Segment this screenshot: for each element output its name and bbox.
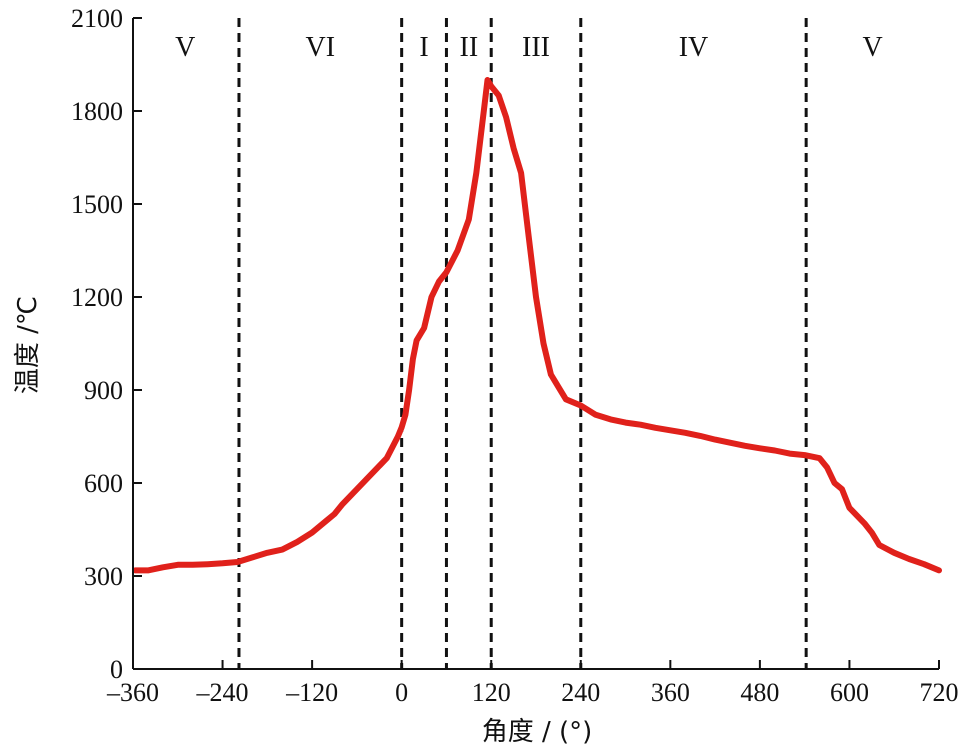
region-label: VI xyxy=(306,32,336,63)
region-label: V xyxy=(175,32,195,63)
boundaries-layer xyxy=(237,18,808,669)
region-label: V xyxy=(862,32,882,63)
region-label: III xyxy=(522,32,550,63)
x-axis-title: 角度 / (°) xyxy=(482,717,593,747)
region-label: I xyxy=(419,32,428,63)
y-tick-label: 300 xyxy=(84,562,123,591)
x-tick-label: 120 xyxy=(472,678,511,707)
x-tick-label: 600 xyxy=(830,678,869,707)
y-tick-labels: 0 300 600 900 1200 1500 1800 2100 xyxy=(71,4,123,684)
y-tick-label: 600 xyxy=(84,469,123,498)
x-tick-label: –240 xyxy=(196,678,249,707)
x-tick-label: –360 xyxy=(106,678,159,707)
x-tick-labels: –360 –240 –120 0 120 240 360 480 600 720 xyxy=(106,678,959,707)
x-tick-label: –120 xyxy=(285,678,338,707)
y-axis-title: 温度 /℃ xyxy=(13,296,43,394)
x-tick-label: 240 xyxy=(561,678,600,707)
y-tick-label: 1500 xyxy=(71,190,123,219)
y-tick-label: 1200 xyxy=(71,283,123,312)
y-tick-label: 1800 xyxy=(71,97,123,126)
y-tick-label: 900 xyxy=(84,376,123,405)
x-tick-label: 720 xyxy=(920,678,959,707)
y-tick-label: 2100 xyxy=(71,4,123,33)
region-label: II xyxy=(460,32,479,63)
x-tick-label: 360 xyxy=(651,678,690,707)
x-tick-label: 480 xyxy=(740,678,779,707)
axes-layer xyxy=(132,17,940,670)
region-label: IV xyxy=(679,32,709,63)
data-line-layer xyxy=(132,77,942,574)
temperature-line xyxy=(132,77,942,574)
y-tick-label: 0 xyxy=(110,655,123,684)
x-tick-label: 0 xyxy=(395,678,408,707)
region-labels: V VI I II III IV V xyxy=(175,32,883,63)
